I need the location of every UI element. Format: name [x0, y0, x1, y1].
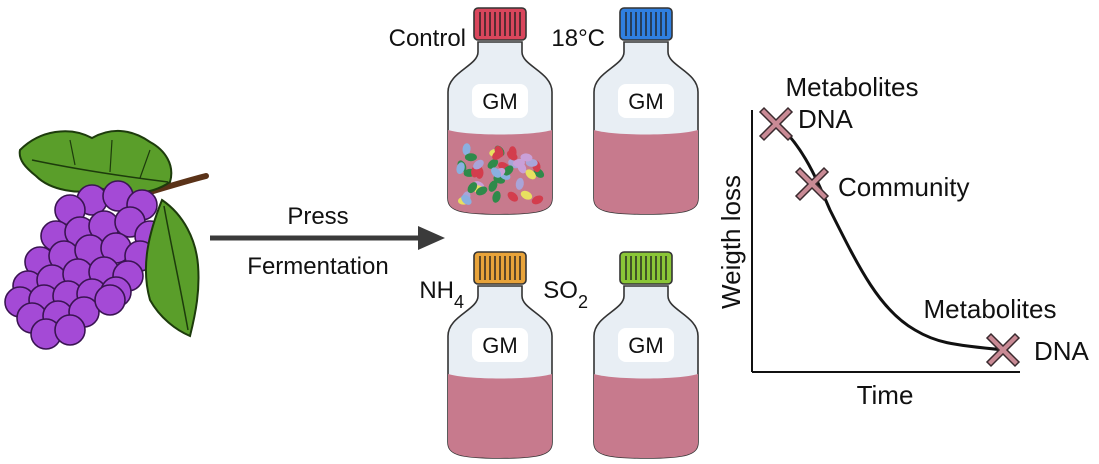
y-axis-label: Weigth loss	[716, 175, 746, 309]
marker1-label-metabolites: Metabolites	[786, 72, 919, 102]
bottle-cap-icon	[619, 251, 673, 285]
press-label: Press	[287, 203, 348, 230]
bottle-cap-icon	[473, 7, 527, 41]
grape-bunch-icon	[4, 129, 209, 350]
cross-marker-icon	[794, 166, 830, 202]
grape	[54, 314, 86, 346]
wine-liquid	[594, 374, 698, 458]
fermentation-label: Fermentation	[247, 253, 388, 280]
condition-label-so2: SO2	[543, 277, 588, 312]
weight-loss-curve	[769, 116, 1006, 352]
x-axis-label: Time	[857, 380, 914, 410]
cross-marker-icon	[985, 332, 1021, 368]
bottle-18c: GM	[593, 7, 699, 215]
wine-liquid	[448, 374, 552, 458]
condition-label-control: Control	[389, 25, 466, 52]
gm-label-box	[618, 328, 674, 362]
marker2-label-community: Community	[838, 172, 969, 202]
gm-label: GM	[628, 89, 663, 114]
gm-label-box	[472, 84, 528, 118]
marker3-label-metabolites: Metabolites	[924, 294, 1057, 324]
process-arrow	[210, 226, 445, 250]
gm-label-box	[472, 328, 528, 362]
grape	[94, 284, 126, 316]
condition-label-18c: 18°C	[551, 25, 605, 52]
bottle-nh4: GM	[447, 251, 553, 459]
bottle-control: GM	[447, 7, 553, 215]
condition-label-nh4: NH4	[419, 277, 464, 312]
marker3-label-dna: DNA	[1034, 336, 1090, 366]
bottle-so2: GM	[593, 251, 699, 459]
microbe-cells-icon	[456, 143, 545, 205]
gm-label: GM	[482, 333, 517, 358]
weight-loss-curve-plot: Weigth loss Time Metabolites DNA Communi…	[716, 72, 1090, 410]
gm-label: GM	[628, 333, 663, 358]
gm-label-box	[618, 84, 674, 118]
cross-marker-icon	[758, 106, 794, 142]
bottle-cap-icon	[619, 7, 673, 41]
marker1-label-dna: DNA	[798, 104, 854, 134]
bottle-cap-icon	[473, 251, 527, 285]
wine-liquid	[594, 130, 698, 214]
gm-label: GM	[482, 89, 517, 114]
